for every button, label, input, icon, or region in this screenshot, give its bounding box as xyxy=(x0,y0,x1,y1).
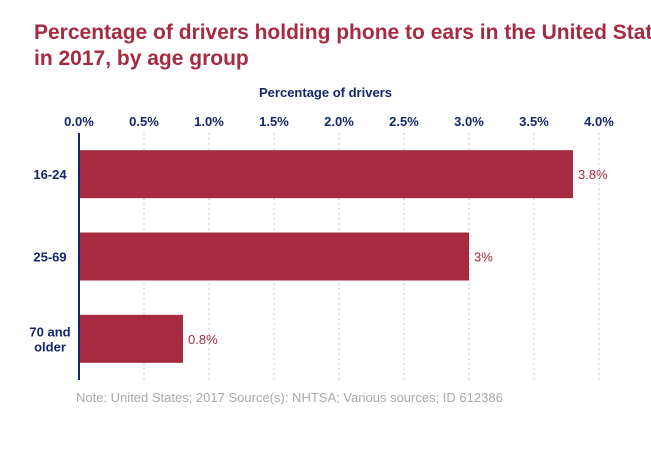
category-labels: 16-24 25-69 70 and older xyxy=(29,167,70,354)
x-tick-label: 2.0% xyxy=(324,114,354,129)
x-tick-label: 1.0% xyxy=(194,114,224,129)
bar xyxy=(79,150,573,199)
source-note: Note: United States; 2017 Source(s): NHT… xyxy=(76,390,503,405)
x-tick-label: 0.0% xyxy=(64,114,94,129)
bar xyxy=(79,232,469,281)
x-axis-ticks: 0.0% 0.5% 1.0% 1.5% 2.0% 2.5% 3.0% 3.5% 4.0% xyxy=(64,114,614,129)
category-label: 16-24 xyxy=(33,167,67,182)
x-tick-label: 0.5% xyxy=(129,114,159,129)
data-label: 3% xyxy=(474,250,493,265)
x-tick-label: 4.0% xyxy=(584,114,614,129)
x-tick-label: 2.5% xyxy=(389,114,419,129)
x-axis-title: Percentage of drivers xyxy=(259,85,392,100)
bars xyxy=(79,150,573,363)
chart-title: Percentage of drivers holding phone to e… xyxy=(34,20,651,72)
x-tick-label: 1.5% xyxy=(259,114,289,129)
x-tick-label: 3.0% xyxy=(454,114,484,129)
category-label: 70 and older xyxy=(29,324,70,354)
bar xyxy=(79,314,183,363)
data-labels: 3.8% 3% 0.8% xyxy=(188,167,608,347)
chart-title-line-1: Percentage of drivers holding phone to e… xyxy=(34,21,651,44)
chart-title-line-2: in 2017, by age group xyxy=(34,47,249,70)
category-label: 25-69 xyxy=(33,250,66,265)
x-tick-label: 3.5% xyxy=(519,114,549,129)
data-label: 0.8% xyxy=(188,332,218,347)
data-label: 3.8% xyxy=(578,167,608,182)
